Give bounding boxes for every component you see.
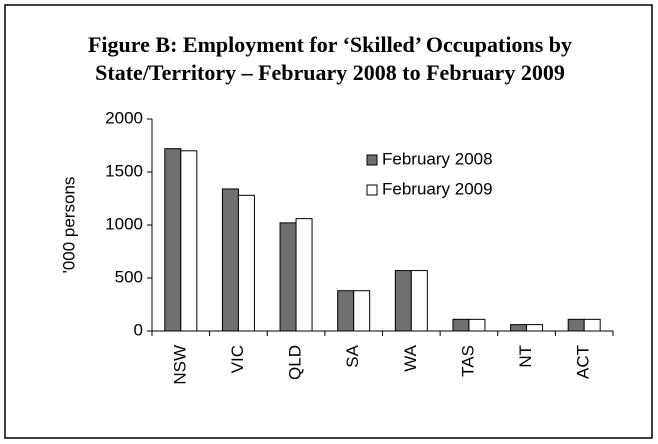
bar <box>279 222 297 332</box>
legend-marker <box>366 184 378 196</box>
y-tick-label: 500 <box>115 267 143 286</box>
x-tick-label: VIC <box>228 345 247 373</box>
x-tick-label: NT <box>516 345 535 368</box>
y-tick-label: 2000 <box>105 108 143 127</box>
bar <box>583 318 601 332</box>
chart-title: Figure B: Employment for ‘Skilled’ Occup… <box>88 32 572 57</box>
bar <box>221 188 239 332</box>
y-tick-label: 0 <box>134 320 143 339</box>
x-tick-label: QLD <box>286 345 305 380</box>
chart-border <box>4 4 653 439</box>
bar <box>180 150 198 332</box>
bar <box>237 194 255 332</box>
bar <box>468 318 486 332</box>
legend-marker <box>366 154 378 166</box>
y-axis-label: '000 persons <box>59 177 78 274</box>
bar <box>353 290 371 332</box>
bar <box>567 318 585 332</box>
bar <box>394 270 412 332</box>
bar <box>295 218 313 332</box>
bar <box>452 318 470 332</box>
bar <box>510 324 528 332</box>
bar <box>526 324 544 332</box>
bar <box>164 148 182 332</box>
legend-label: February 2009 <box>382 179 493 198</box>
x-tick-label: ACT <box>574 345 593 379</box>
legend-label: February 2008 <box>382 149 493 168</box>
y-tick-label: 1500 <box>105 161 143 180</box>
x-tick-label: SA <box>343 344 362 367</box>
x-tick-label: WA <box>401 344 420 371</box>
x-tick-label: NSW <box>170 345 189 385</box>
bar <box>410 270 428 332</box>
x-tick-label: TAS <box>458 345 477 377</box>
y-tick-label: 1000 <box>105 214 143 233</box>
bar <box>337 290 355 332</box>
chart-title: State/Territory – February 2008 to Febru… <box>95 60 565 85</box>
